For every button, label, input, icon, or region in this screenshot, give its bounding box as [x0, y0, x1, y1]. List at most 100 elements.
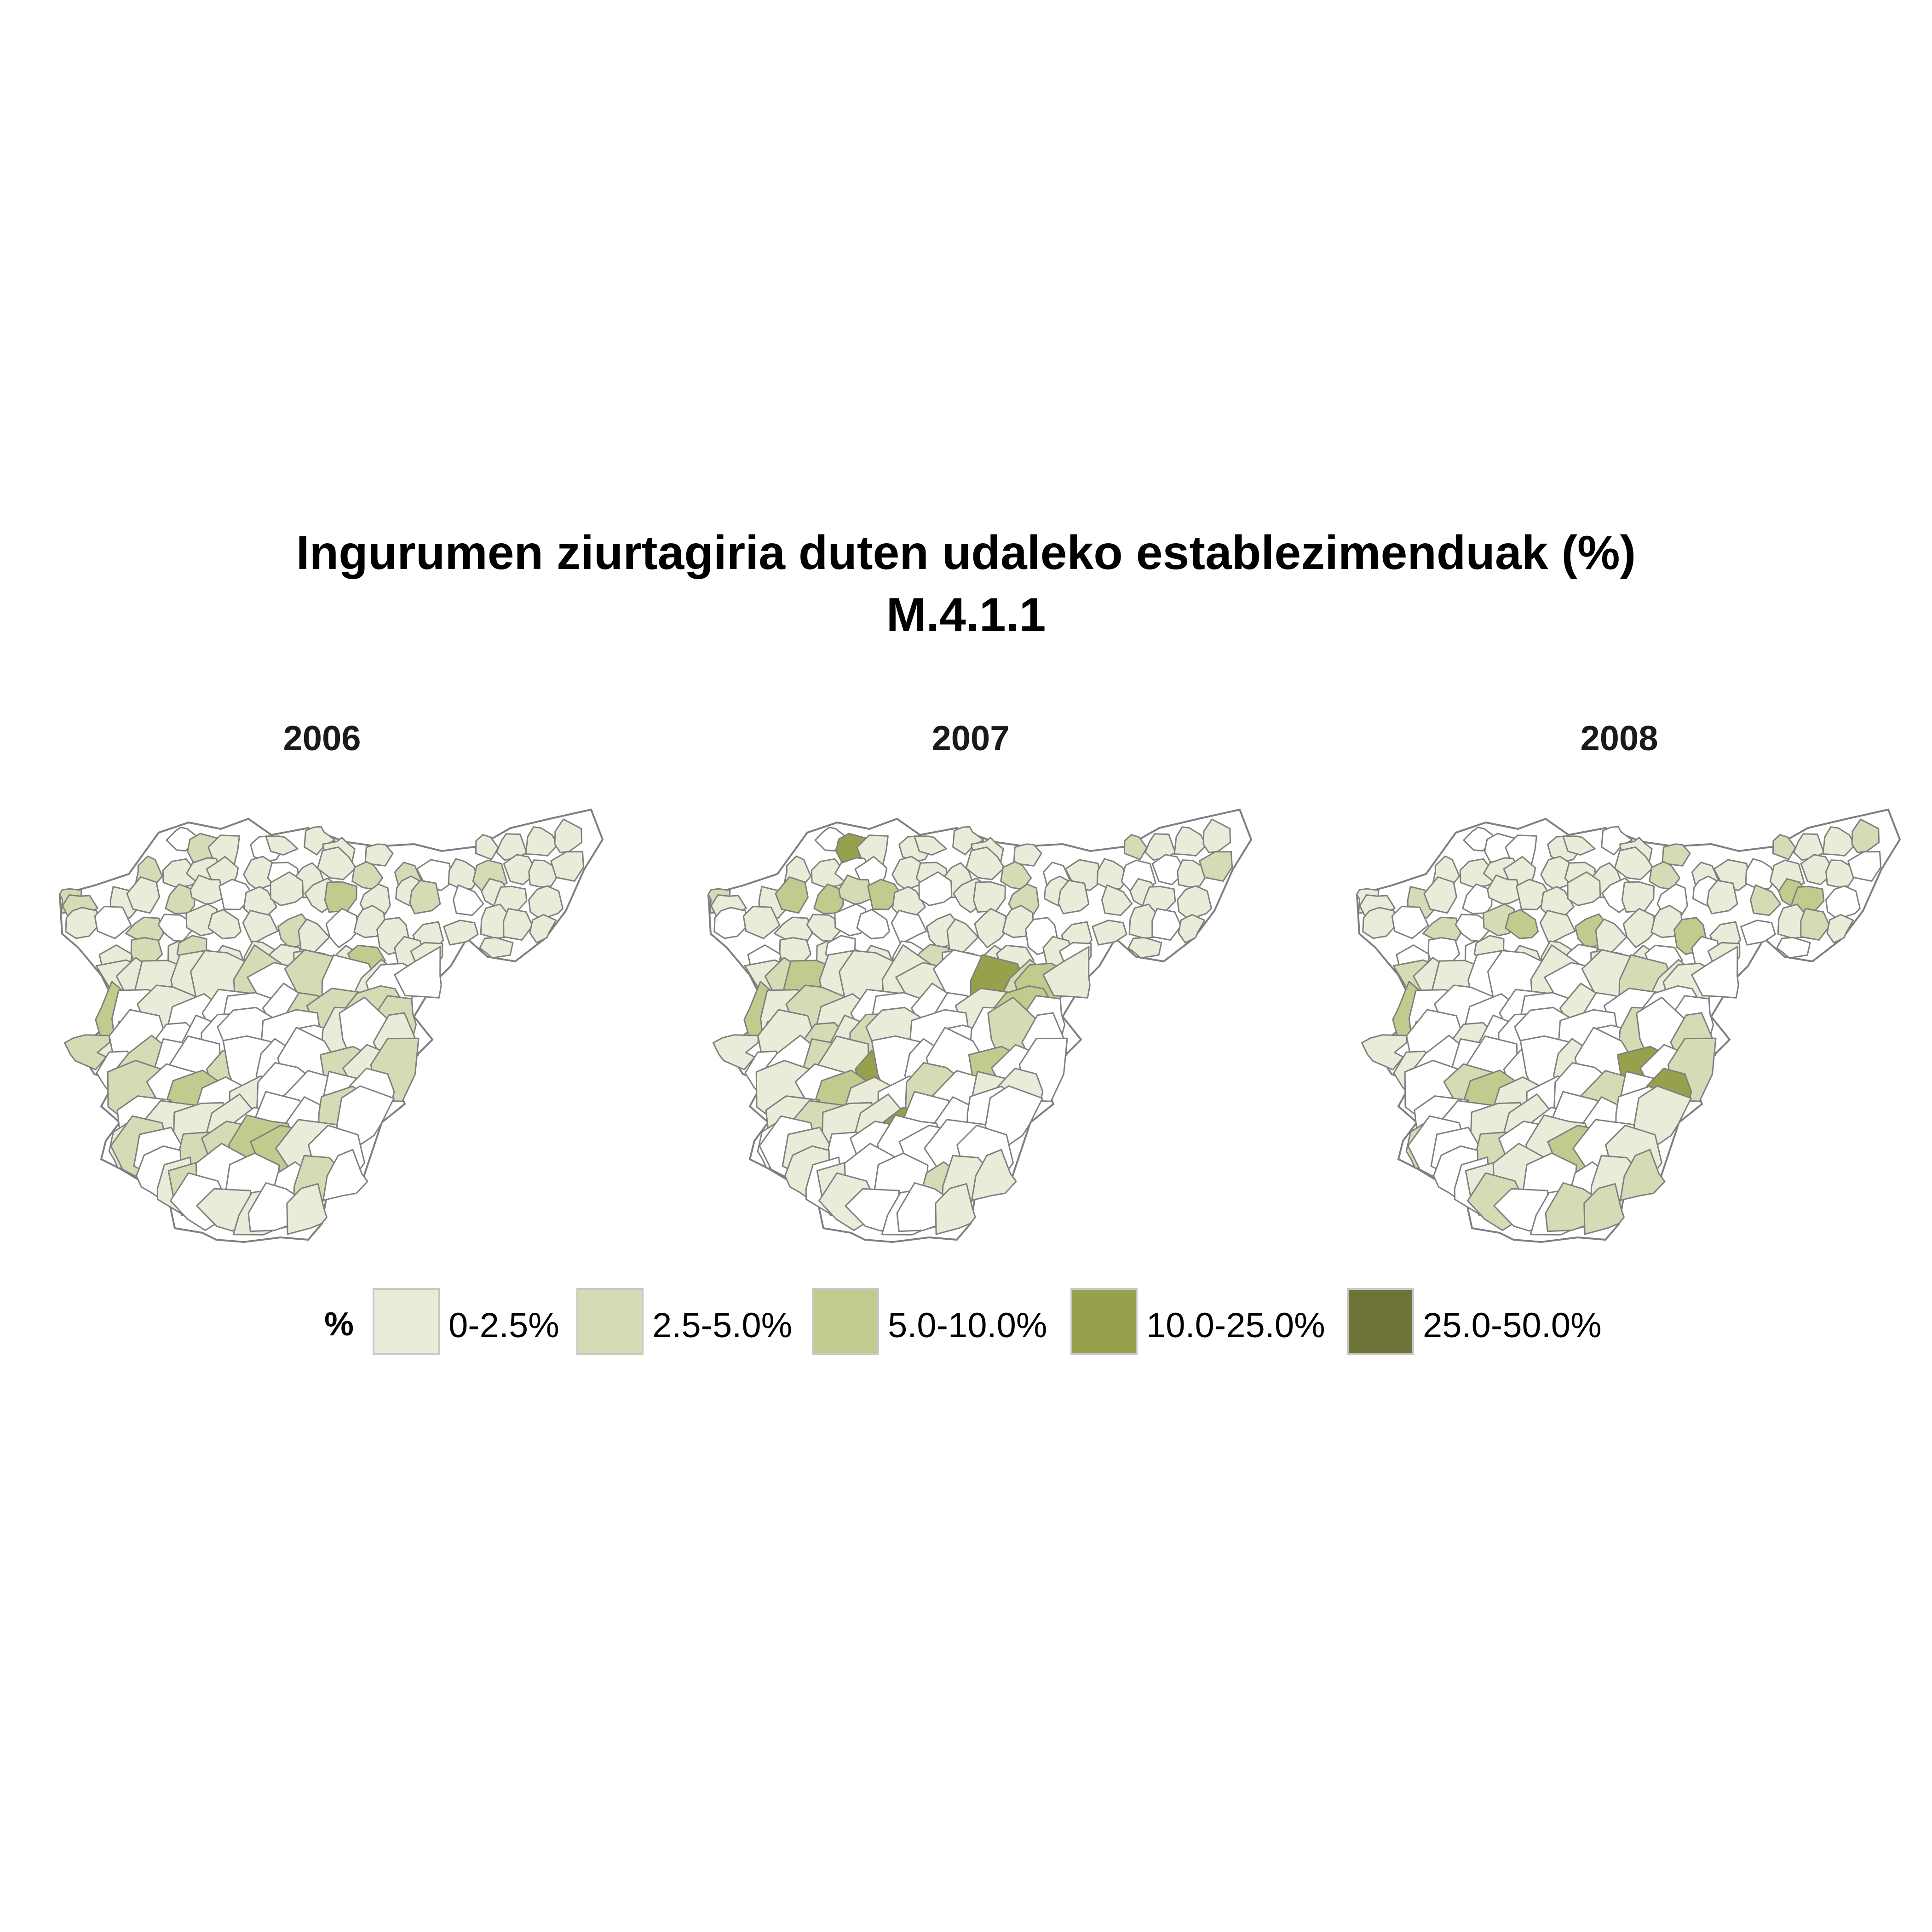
municipality [891, 909, 927, 945]
municipality [1177, 885, 1212, 920]
legend-key-3 [1070, 1288, 1138, 1355]
municipality [1361, 1034, 1408, 1070]
municipality [479, 937, 514, 959]
municipality [891, 856, 927, 891]
municipality [856, 908, 891, 939]
municipality [1601, 826, 1633, 856]
municipality [190, 874, 225, 905]
municipality [529, 914, 557, 943]
municipality [1691, 946, 1739, 999]
municipality [1825, 885, 1861, 920]
legend-key-0 [373, 1288, 440, 1355]
municipality [304, 826, 336, 856]
municipality [394, 946, 442, 999]
map-panel-2007 [707, 808, 1253, 1243]
municipality [207, 908, 242, 939]
municipality [1362, 907, 1398, 939]
legend-key-2 [812, 1288, 879, 1355]
municipality [126, 876, 160, 914]
municipality [1123, 834, 1148, 860]
municipality [1127, 937, 1162, 959]
municipality [1614, 846, 1654, 880]
municipality [775, 876, 809, 914]
municipality [364, 843, 394, 867]
municipality [270, 871, 304, 906]
municipality [1706, 880, 1738, 914]
panel-title-2007: 2007 [932, 719, 1010, 758]
municipality [712, 1034, 759, 1070]
municipality [965, 846, 1005, 880]
municipality [63, 1034, 110, 1070]
legend-label-4: 25.0-50.0% [1423, 1306, 1602, 1345]
municipality [528, 885, 564, 920]
legend-key-1 [576, 1288, 644, 1355]
municipality [243, 856, 278, 891]
municipality [1740, 920, 1776, 946]
municipality [1749, 884, 1782, 916]
municipality [322, 1149, 368, 1201]
municipality [1620, 1149, 1666, 1201]
municipality [1826, 914, 1854, 943]
municipality [1178, 914, 1206, 943]
municipality [550, 851, 585, 882]
municipality [952, 826, 984, 856]
municipality [918, 871, 953, 906]
municipality [1800, 908, 1830, 941]
municipality [935, 1183, 976, 1235]
chart-subtitle: M.4.1.1 [886, 588, 1046, 642]
municipality [1151, 908, 1182, 941]
legend-key-4 [1347, 1288, 1414, 1355]
municipality [1391, 906, 1429, 939]
municipality [1042, 946, 1091, 999]
municipality [1562, 835, 1596, 856]
municipality [914, 835, 947, 856]
municipality [1013, 843, 1042, 867]
legend-label-0: 0-2.5% [448, 1306, 559, 1345]
municipality [1487, 874, 1522, 905]
map-panel-2006 [58, 808, 604, 1243]
panel-title-2006: 2006 [283, 719, 361, 758]
municipality [971, 1149, 1017, 1201]
municipality [1540, 856, 1576, 891]
municipality [838, 874, 874, 905]
municipality [713, 907, 749, 939]
municipality [1199, 851, 1233, 882]
legend-label-1: 2.5-5.0% [652, 1306, 793, 1345]
municipality [452, 884, 484, 916]
municipality [265, 835, 299, 856]
municipality [1101, 884, 1133, 916]
municipality [65, 907, 101, 939]
panel-title-2008: 2008 [1580, 719, 1658, 758]
municipality [1539, 909, 1576, 945]
municipality [1772, 834, 1796, 860]
municipality [1776, 937, 1811, 959]
municipality [443, 920, 479, 946]
legend-label-2: 5.0-10.0% [888, 1306, 1047, 1345]
legend-label-3: 10.0-25.0% [1146, 1306, 1325, 1345]
municipality [242, 909, 279, 945]
municipality [286, 1183, 328, 1235]
municipality [1092, 920, 1127, 946]
municipality [1173, 826, 1207, 857]
municipality [525, 826, 558, 857]
municipality [1058, 880, 1090, 914]
municipality [974, 908, 1006, 949]
map-panel-2008 [1356, 808, 1901, 1243]
municipality [503, 908, 533, 941]
chart-title: Ingurumen ziurtagiria duten udaleko esta… [296, 526, 1636, 580]
municipality [1622, 908, 1655, 949]
municipality [475, 834, 499, 860]
municipality [1662, 843, 1691, 867]
municipality [1423, 876, 1457, 914]
municipality [1822, 826, 1856, 857]
municipality [94, 906, 132, 939]
municipality [1583, 1183, 1625, 1235]
municipality [316, 846, 356, 880]
legend-title: % [324, 1306, 354, 1343]
municipality [1847, 851, 1882, 882]
municipality [742, 906, 781, 939]
municipality [1567, 871, 1601, 906]
municipality [1505, 908, 1539, 939]
municipality [325, 908, 358, 949]
